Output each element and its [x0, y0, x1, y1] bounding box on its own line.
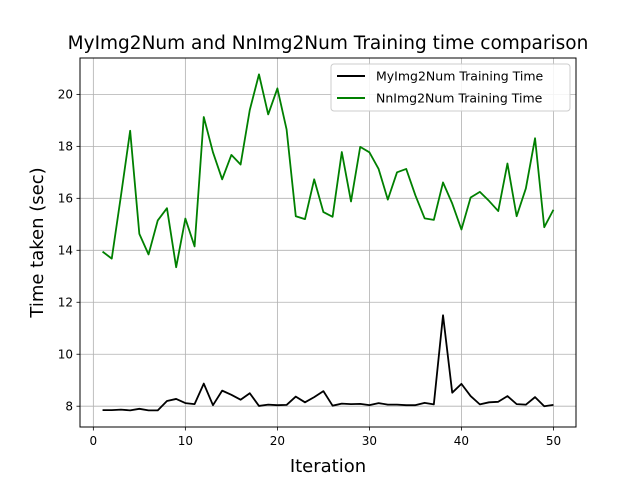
legend: MyImg2Num Training Time NnImg2Num Traini… [330, 63, 571, 112]
y-tick-label: 18 [58, 140, 73, 154]
gridlines [80, 58, 576, 427]
y-tick-label: 14 [58, 244, 73, 258]
x-tick-label: 20 [270, 434, 285, 448]
series-line-nnimg2num-training-time [102, 73, 555, 269]
plot-frame [79, 57, 577, 428]
x-tick-label: 10 [178, 434, 193, 448]
legend-label-nnimg2num: NnImg2Num Training Time [376, 91, 543, 106]
legend-label-myimg2num: MyImg2Num Training Time [376, 69, 544, 84]
x-tick-label: 40 [454, 434, 469, 448]
plot-area-series [102, 73, 555, 412]
y-tick-label: 16 [58, 192, 73, 206]
axis-ticks: 0 10 20 30 40 50 8 10 12 14 16 18 20 [58, 88, 561, 448]
legend-box [330, 63, 571, 112]
chart-title: MyImg2Num and NnImg2Num Training time co… [68, 33, 589, 54]
y-tick-label: 20 [58, 88, 73, 102]
x-tick-label: 50 [546, 434, 561, 448]
x-axis-label: Iteration [290, 456, 366, 477]
x-tick-label: 30 [362, 434, 377, 448]
y-tick-label: 10 [58, 348, 73, 362]
x-tick-label: 0 [90, 434, 98, 448]
y-tick-label: 8 [65, 400, 73, 414]
y-axis-label: Time taken (sec) [27, 167, 48, 318]
series-line-myimg2num-training-time [102, 314, 554, 412]
y-tick-label: 12 [58, 296, 73, 310]
